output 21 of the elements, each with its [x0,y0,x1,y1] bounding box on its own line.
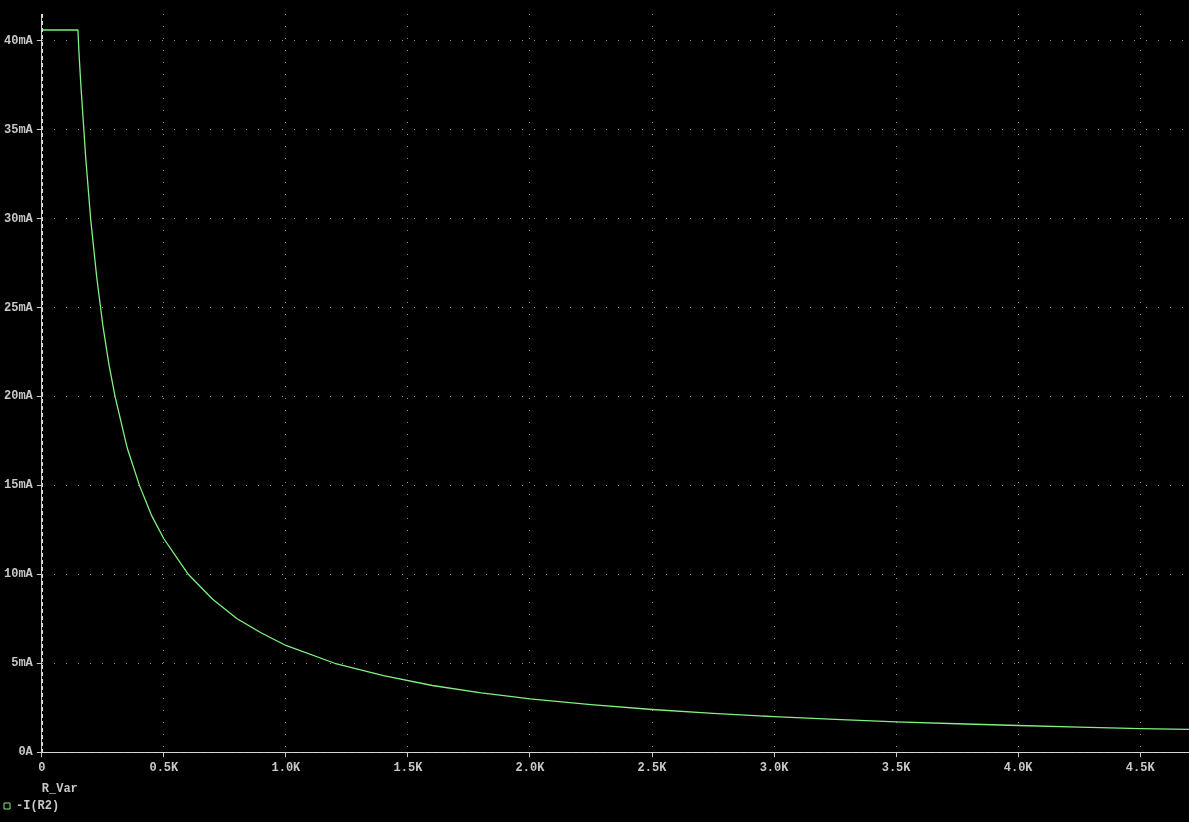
x-tick-label: 3.0K [759,761,790,776]
y-tick-label: 35mA [3,122,34,137]
y-tick-label: 5mA [11,656,34,671]
y-tick-label: 30mA [3,211,34,226]
y-tick-label: 40mA [3,33,34,48]
x-tick-label: 2.5K [637,761,668,776]
x-tick-label: 3.5K [881,761,912,776]
x-axis-title: R_Var [41,781,78,796]
y-tick-label: 25mA [3,300,34,315]
x-tick-label: 0.5K [149,761,180,776]
x-tick-label: 4.0K [1003,761,1034,776]
y-tick-label: 20mA [3,389,34,404]
x-tick-label: 2.0K [515,761,546,776]
legend-label: -I(R2) [16,799,60,814]
y-tick-label: 15mA [3,478,34,493]
y-tick-label: 0A [18,745,34,760]
x-tick-label: 0 [38,761,46,776]
y-tick-label: 10mA [3,567,34,582]
x-tick-label: 4.5K [1125,761,1156,776]
x-tick-label: 1.5K [393,761,424,776]
x-tick-label: 1.0K [271,761,302,776]
